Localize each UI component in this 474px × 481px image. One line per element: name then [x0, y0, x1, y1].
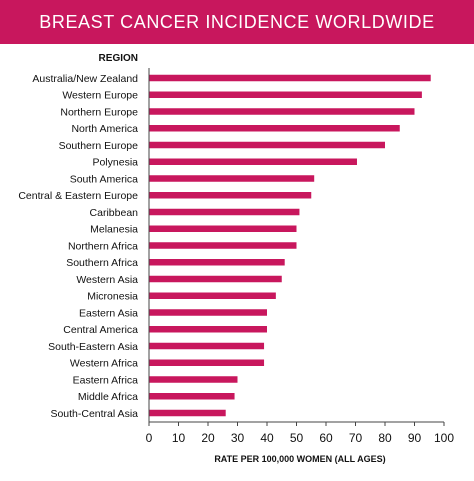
x-tick-label-0: 0	[146, 431, 153, 445]
category-label-12: Western Asia	[76, 274, 138, 286]
bar-11	[149, 259, 285, 266]
bar-10	[149, 242, 297, 249]
category-label-4: Southern Europe	[59, 140, 139, 152]
bar-1	[149, 91, 422, 98]
bar-15	[149, 326, 267, 333]
category-label-20: South-Central Asia	[50, 408, 138, 420]
category-label-17: Western Africa	[70, 358, 138, 370]
category-label-8: Caribbean	[90, 207, 139, 219]
category-label-3: North America	[71, 123, 138, 135]
category-label-9: Melanesia	[90, 224, 138, 236]
x-tick-label-2: 20	[201, 431, 215, 445]
x-tick-label-10: 100	[434, 431, 454, 445]
bar-0	[149, 74, 431, 82]
category-label-18: Eastern Africa	[73, 374, 139, 386]
chart-title-bar: BREAST CANCER INCIDENCE WORLDWIDE	[0, 0, 474, 44]
category-label-16: South-Eastern Asia	[48, 341, 138, 353]
region-header: REGION	[99, 53, 138, 64]
category-label-5: Polynesia	[92, 157, 138, 169]
x-tick-label-6: 60	[319, 431, 333, 445]
category-label-15: Central America	[63, 324, 138, 336]
x-tick-label-4: 40	[260, 431, 274, 445]
category-label-7: Central & Eastern Europe	[18, 190, 138, 202]
bar-7	[149, 192, 312, 199]
x-tick-label-9: 90	[408, 431, 422, 445]
bar-14	[149, 309, 267, 316]
category-labels-group: Australia/New Zealand Western Europe North…	[18, 73, 138, 420]
category-label-11: Southern Africa	[66, 257, 138, 269]
bar-12	[149, 275, 282, 283]
bar-16	[149, 342, 265, 350]
bar-18	[149, 376, 238, 383]
category-label-0: Australia/New Zealand	[32, 73, 138, 85]
category-label-13: Micronesia	[87, 291, 138, 303]
bar-20	[149, 409, 226, 417]
bar-6	[149, 175, 315, 182]
bar-4	[149, 141, 385, 149]
bar-3	[149, 125, 400, 132]
bar-17	[149, 359, 265, 366]
category-label-1: Western Europe	[62, 90, 138, 102]
category-label-14: Eastern Asia	[79, 307, 138, 319]
category-label-10: Northern Africa	[68, 240, 138, 252]
bar-8	[149, 208, 300, 216]
bars-group	[149, 74, 431, 417]
x-ticks-group: 0 10 20 30 40 50 60 70 80 90 100	[146, 422, 454, 445]
x-tick-label-3: 30	[231, 431, 245, 445]
x-axis-title: RATE PER 100,000 WOMEN (ALL AGES)	[214, 454, 385, 464]
bar-19	[149, 393, 235, 400]
category-label-6: South America	[70, 173, 138, 185]
x-tick-label-5: 50	[290, 431, 304, 445]
x-tick-label-7: 70	[349, 431, 363, 445]
bar-13	[149, 292, 276, 299]
x-tick-label-8: 80	[378, 431, 392, 445]
chart-title: BREAST CANCER INCIDENCE WORLDWIDE	[39, 11, 435, 32]
bar-2	[149, 108, 415, 115]
bar-5	[149, 158, 357, 165]
category-label-2: Northern Europe	[60, 106, 138, 118]
bar-9	[149, 225, 297, 232]
x-tick-label-1: 10	[172, 431, 186, 445]
category-label-19: Middle Africa	[78, 391, 138, 403]
